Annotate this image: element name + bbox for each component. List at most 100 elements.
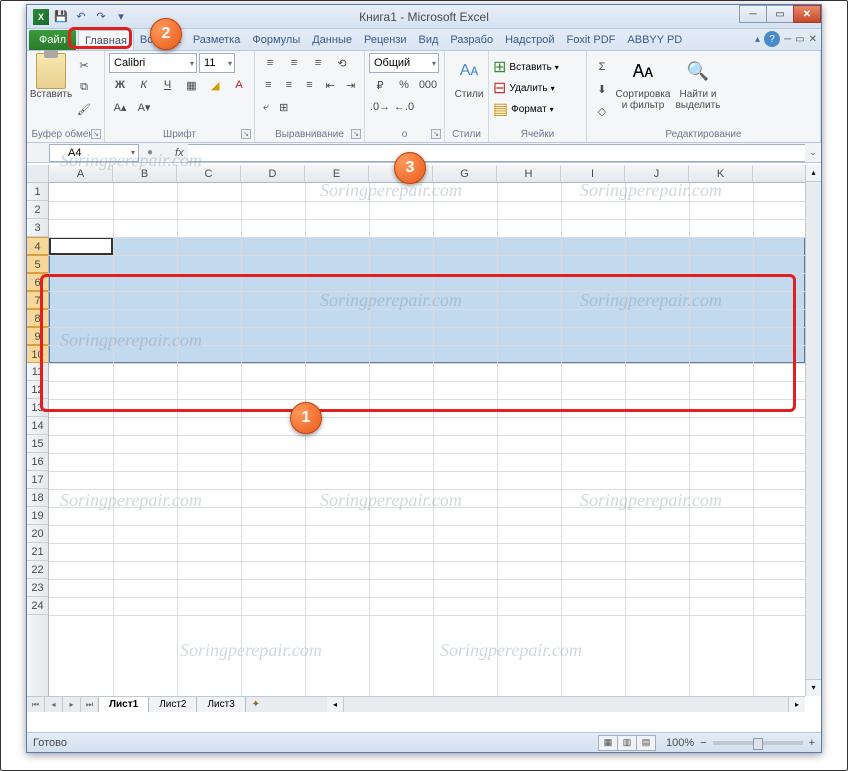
mdi-restore-icon[interactable]: ▭ [795, 34, 804, 45]
indent-dec-icon[interactable]: ⇤ [321, 75, 340, 95]
col-header[interactable]: I [561, 165, 625, 182]
font-name-combo[interactable]: Calibri [109, 53, 197, 73]
row-header[interactable]: 20 [27, 525, 48, 543]
cut-icon[interactable]: ✂ [73, 55, 95, 75]
dialog-launcher-icon[interactable]: ↘ [91, 129, 101, 139]
row-header[interactable]: 10 [27, 345, 48, 363]
align-center-icon[interactable]: ≡ [280, 75, 299, 95]
fx-icon[interactable]: fx [175, 147, 184, 159]
close-button[interactable]: ✕ [793, 5, 821, 23]
col-header[interactable]: J [625, 165, 689, 182]
row-header[interactable]: 11 [27, 363, 48, 381]
vertical-scrollbar[interactable] [805, 165, 821, 696]
tab-вид[interactable]: Вид [413, 30, 445, 50]
row-header[interactable]: 7 [27, 291, 48, 309]
row-header[interactable]: 16 [27, 453, 48, 471]
row-header[interactable]: 8 [27, 309, 48, 327]
dialog-launcher-icon[interactable]: ↘ [241, 129, 251, 139]
decrease-decimal-icon[interactable]: ←.0 [393, 97, 415, 117]
horizontal-scrollbar[interactable] [327, 696, 805, 712]
row-header[interactable]: 15 [27, 435, 48, 453]
row-header[interactable]: 13 [27, 399, 48, 417]
align-bottom-icon[interactable]: ≡ [307, 53, 329, 73]
minimize-button[interactable]: ─ [739, 5, 767, 23]
dialog-launcher-alignment[interactable]: ↘ [351, 129, 361, 139]
merge-icon[interactable]: ⊞ [275, 97, 292, 117]
border-icon[interactable]: ▦ [180, 75, 202, 95]
indent-inc-icon[interactable]: ⇥ [341, 75, 360, 95]
percent-icon[interactable]: % [393, 75, 415, 95]
cells-area[interactable] [49, 183, 805, 696]
fill-color-icon[interactable]: ◢ [204, 75, 226, 95]
clear-icon[interactable]: ◇ [591, 101, 613, 121]
col-header[interactable]: A [49, 165, 113, 182]
zoom-slider[interactable] [713, 741, 803, 745]
row-header[interactable]: 19 [27, 507, 48, 525]
copy-icon[interactable]: ⧉ [73, 77, 95, 97]
normal-view-icon[interactable]: ▦ [598, 735, 618, 751]
page-break-view-icon[interactable]: ▤ [636, 735, 656, 751]
align-right-icon[interactable]: ≡ [300, 75, 319, 95]
col-header[interactable]: C [177, 165, 241, 182]
font-size-combo[interactable]: 11 [199, 53, 235, 73]
format-button[interactable]: ▤Формат▾ [493, 99, 582, 119]
help-icon[interactable]: ? [764, 31, 780, 47]
font-color-icon[interactable]: A [228, 75, 250, 95]
mdi-close-icon[interactable]: ✕ [809, 34, 817, 45]
zoom-level[interactable]: 100% [666, 737, 694, 749]
col-header[interactable]: G [433, 165, 497, 182]
file-tab[interactable]: Файл [29, 30, 76, 50]
orientation-icon[interactable]: ⟲ [331, 53, 353, 73]
zoom-in-icon[interactable]: + [809, 737, 815, 749]
col-header[interactable]: B [113, 165, 177, 182]
undo-icon[interactable]: ↶ [73, 9, 89, 25]
currency-icon[interactable]: ₽ [369, 75, 391, 95]
row-header[interactable]: 5 [27, 255, 48, 273]
tab-foxit pdf[interactable]: Foxit PDF [561, 30, 622, 50]
tab-рецензи[interactable]: Рецензи [358, 30, 413, 50]
align-middle-icon[interactable]: ≡ [283, 53, 305, 73]
row-header[interactable]: 6 [27, 273, 48, 291]
row-header[interactable]: 17 [27, 471, 48, 489]
delete-button[interactable]: ⊟Удалить▾ [493, 78, 582, 98]
grow-font-icon[interactable]: A▴ [109, 97, 131, 117]
sheet-next-icon[interactable]: ▸ [63, 697, 81, 713]
wrap-text-icon[interactable]: ⤶ [259, 97, 273, 117]
save-icon[interactable]: 💾 [53, 9, 69, 25]
dialog-launcher-icon[interactable]: ↘ [431, 129, 441, 139]
tab-разрабо[interactable]: Разрабо [444, 30, 499, 50]
formula-input[interactable] [188, 144, 805, 162]
tab-главная[interactable]: Главная [78, 30, 134, 50]
sheet-first-icon[interactable]: ⏮ [27, 697, 45, 713]
col-header[interactable]: F [369, 165, 433, 182]
styles-button[interactable]: Aᴀ Стили [449, 53, 489, 100]
tab-разметка[interactable]: Разметка [187, 30, 247, 50]
new-sheet-icon[interactable]: ✦ [246, 699, 266, 710]
sheet-tab[interactable]: Лист1 [98, 697, 149, 713]
fill-icon[interactable]: ⬇ [591, 79, 613, 99]
insert-button[interactable]: ⊞Вставить▾ [493, 57, 582, 77]
row-header[interactable]: 22 [27, 561, 48, 579]
sheet-prev-icon[interactable]: ◂ [45, 697, 63, 713]
name-box[interactable]: A4 [49, 144, 139, 162]
row-header[interactable]: 9 [27, 327, 48, 345]
number-format-combo[interactable]: Общий [369, 53, 439, 73]
qat-more-icon[interactable]: ▾ [113, 9, 129, 25]
row-header[interactable]: 12 [27, 381, 48, 399]
increase-decimal-icon[interactable]: .0→ [369, 97, 391, 117]
expand-formula-icon[interactable]: ⌄ [805, 147, 821, 158]
row-header[interactable]: 3 [27, 219, 48, 237]
row-header[interactable]: 4 [27, 237, 48, 255]
tab-надстрой[interactable]: Надстрой [499, 30, 560, 50]
row-header[interactable]: 14 [27, 417, 48, 435]
redo-icon[interactable]: ↷ [93, 9, 109, 25]
format-painter-icon[interactable]: 🖌 [73, 99, 95, 119]
row-header[interactable]: 18 [27, 489, 48, 507]
comma-icon[interactable]: 000 [417, 75, 439, 95]
bold-button[interactable]: Ж [109, 75, 131, 95]
minimize-ribbon-icon[interactable]: ▴ [755, 34, 760, 45]
tab-формулы[interactable]: Формулы [246, 30, 306, 50]
col-header[interactable]: D [241, 165, 305, 182]
tab-данные[interactable]: Данные [306, 30, 358, 50]
tab-abbyy pd[interactable]: ABBYY PD [621, 30, 688, 50]
